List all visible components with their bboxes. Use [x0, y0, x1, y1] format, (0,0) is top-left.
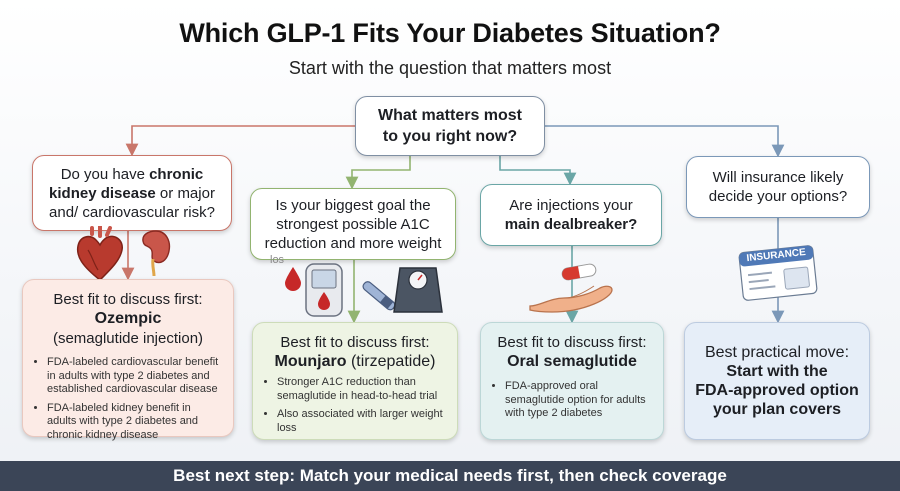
bullet: FDA-labeled cardiovascular benefit in ad…: [47, 356, 221, 397]
injection-pen-icon: [362, 281, 398, 312]
question-insurance: Will insurance likely decide your option…: [686, 156, 870, 218]
root-question-line1: What matters most: [377, 107, 523, 124]
q1-line1-pre: Do you have: [60, 165, 150, 183]
footer-banner: Best next step: Match your medical needs…: [0, 461, 900, 491]
q3-line1: Are injections your: [509, 197, 633, 214]
q4-line2: decide your options?: [708, 188, 848, 205]
drug-name: Ozempic: [94, 310, 162, 327]
q1-line2-bold: kidney disease: [49, 184, 156, 202]
answer-heading: Best fit to discuss first:: [53, 291, 203, 308]
connector-insurance: [545, 125, 785, 158]
answer-bullets: FDA-approved oral semaglutide option for…: [493, 380, 651, 426]
answer-bullets: FDA-labeled cardiovascular benefit in ad…: [35, 356, 221, 447]
open-hand-icon: [529, 285, 613, 313]
insurance-card-icon: INSURANCE: [738, 244, 819, 302]
connector-oral: [499, 156, 577, 186]
answer-line3: your plan covers: [712, 401, 842, 418]
bullet: Stronger A1C reduction than semaglutide …: [277, 376, 445, 403]
drug-note: (semaglutide injection): [52, 330, 204, 347]
kidney-icon: [142, 230, 171, 277]
question-a1c-weight: Is your biggest goal the strongest possi…: [250, 188, 456, 260]
q4-line1: Will insurance likely: [712, 169, 844, 186]
drug-line: Mounjaro (tirzepatide): [265, 352, 445, 372]
root-question: What matters most to you right now?: [355, 96, 545, 156]
page-title: Which GLP-1 Fits Your Diabetes Situation…: [179, 18, 721, 48]
answer-bullets: Stronger A1C reduction than semaglutide …: [265, 376, 445, 440]
answer-line2: FDA-approved option: [695, 382, 859, 399]
answer-line1: Start with the: [726, 363, 828, 380]
bullet: Also associated with larger weight loss: [277, 408, 445, 435]
q2-line3: reduction and more weight: [264, 234, 442, 252]
bullet: FDA-approved oral semaglutide option for…: [505, 380, 651, 421]
answer-insurance: Best practical move: Start with the FDA-…: [684, 322, 870, 440]
glucose-meter-icon: [305, 263, 343, 317]
answer-heading: Best fit to discuss first:: [280, 334, 430, 351]
answer-heading: Best fit to discuss first:: [497, 334, 647, 351]
pill-icon: [561, 263, 597, 281]
q1-line2-post: or major: [155, 184, 215, 202]
drug-name: Oral semaglutide: [507, 353, 637, 370]
root-question-line2: to you right now?: [382, 128, 518, 145]
answer-oral-semaglutide: Best fit to discuss first: Oral semaglut…: [480, 322, 664, 440]
q2-clipped-text: los: [270, 254, 285, 266]
q2-line1: Is your biggest goal the: [275, 196, 431, 214]
q3-line2-bold: main dealbreaker?: [504, 216, 638, 233]
connector-weight: [345, 156, 411, 190]
answer-mounjaro: Best fit to discuss first: Mounjaro (tir…: [252, 322, 458, 440]
question-kidney-cardio: Do you have chronic kidney disease or ma…: [32, 155, 232, 231]
q1-line3: and/ cardiovascular risk?: [49, 203, 215, 221]
drug-note: (tirzepatide): [346, 353, 436, 370]
q1-line1-bold: chronic: [149, 165, 204, 183]
blood-drop-icon: [285, 267, 301, 291]
connector-kidney: [125, 125, 355, 157]
q2-line2: strongest possible A1C: [276, 215, 430, 233]
page-subtitle: Start with the question that matters mos…: [288, 58, 612, 78]
answer-ozempic: Best fit to discuss first: Ozempic (sema…: [22, 279, 234, 441]
drug-name: Mounjaro: [274, 353, 347, 370]
heart-icon: [76, 226, 123, 281]
answer-heading: Best practical move:: [704, 344, 850, 361]
scale-icon: [393, 267, 443, 313]
bullet: FDA-labeled kidney benefit in adults wit…: [47, 402, 221, 443]
question-injections: Are injections your main dealbreaker?: [480, 184, 662, 246]
